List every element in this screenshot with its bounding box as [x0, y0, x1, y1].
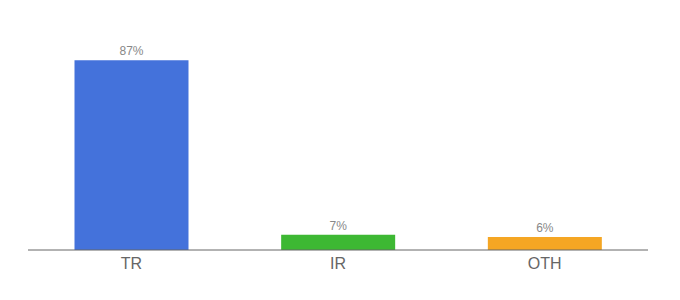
svg-text:6%: 6% [536, 221, 554, 235]
svg-text:IR: IR [330, 255, 346, 272]
svg-text:7%: 7% [329, 219, 347, 233]
svg-text:87%: 87% [119, 44, 143, 58]
svg-text:TR: TR [121, 255, 142, 272]
svg-text:OTH: OTH [528, 255, 562, 272]
